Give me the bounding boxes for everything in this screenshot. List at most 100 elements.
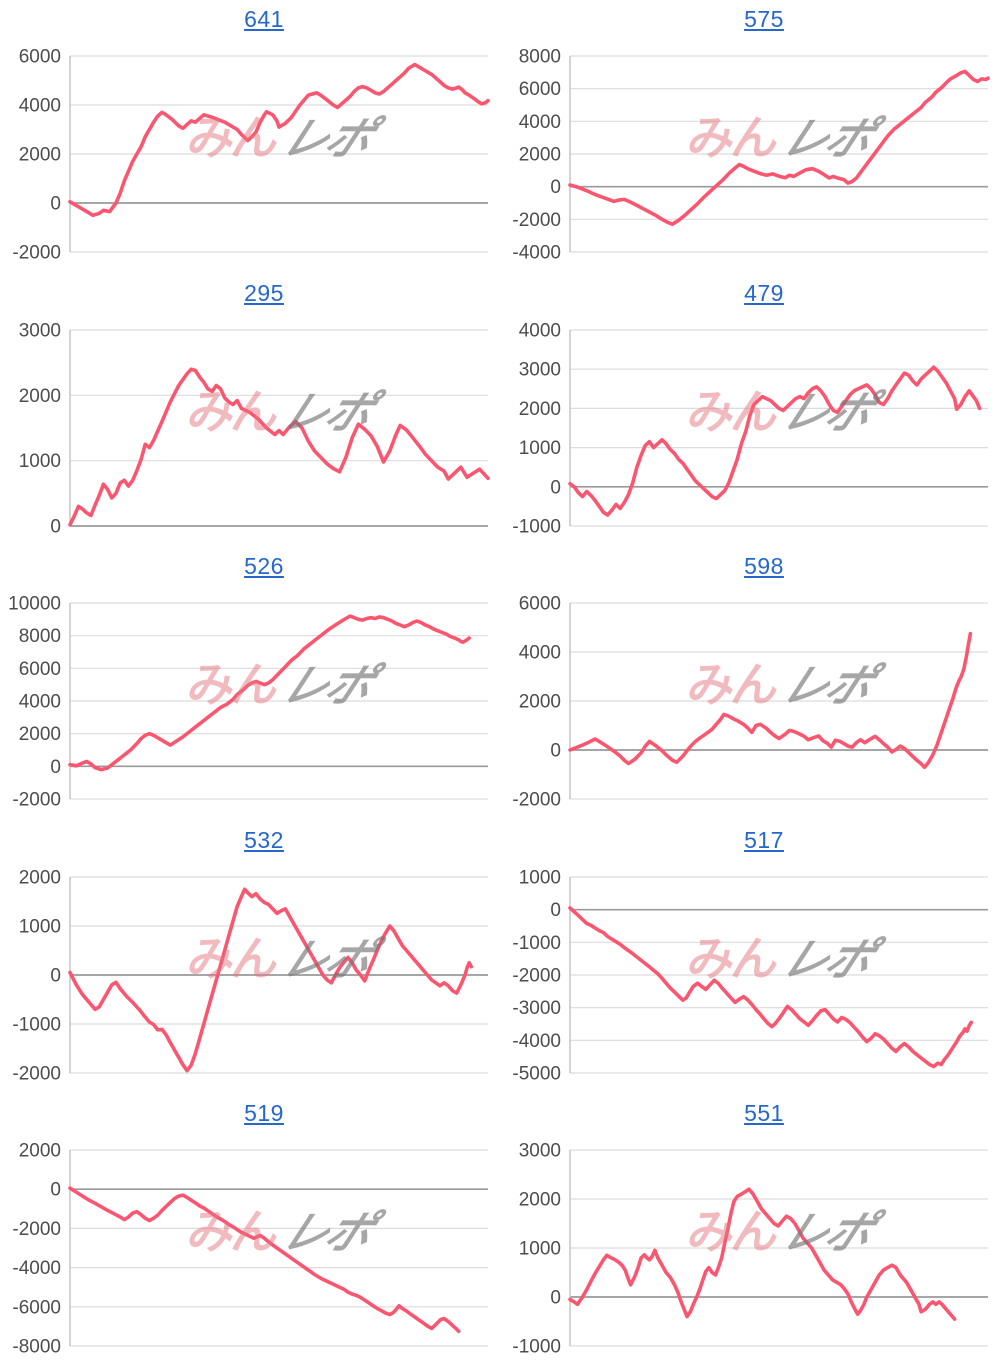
- chart-cell: 517 1000 0 -1000 -2000 -3000 -4000 -5000 みんレポ: [500, 821, 1000, 1095]
- svg-text:4000: 4000: [519, 643, 561, 664]
- svg-text:0: 0: [50, 965, 61, 986]
- svg-text:2000: 2000: [19, 145, 61, 166]
- chart-title-link[interactable]: 551: [744, 1100, 784, 1127]
- plot-area: 6000 4000 2000 0 -2000 みんレポ: [500, 593, 1000, 820]
- svg-text:0: 0: [50, 757, 61, 778]
- svg-text:0: 0: [550, 900, 561, 921]
- svg-text:-2000: -2000: [12, 790, 61, 810]
- chart-cell: 641 6000 4000 2000 0 -2000 みんレポ: [0, 0, 500, 274]
- chart-title-link[interactable]: 641: [244, 6, 284, 32]
- svg-text:-2000: -2000: [512, 965, 561, 986]
- svg-text:0: 0: [50, 194, 61, 215]
- svg-text:-6000: -6000: [12, 1298, 61, 1319]
- plot-area: 1000 0 -1000 -2000 -3000 -4000 -5000 みんレポ: [500, 867, 1000, 1094]
- chart-title-link[interactable]: 598: [744, 553, 784, 580]
- plot-area: 2000 0 -2000 -4000 -6000 -8000 みんレポ: [0, 1140, 500, 1367]
- svg-text:-2000: -2000: [12, 243, 61, 263]
- svg-text:3000: 3000: [519, 359, 561, 380]
- chart-title-row: 551: [500, 1094, 1000, 1140]
- svg-text:3000: 3000: [519, 1141, 561, 1162]
- svg-text:2000: 2000: [19, 1141, 61, 1162]
- svg-text:6000: 6000: [19, 47, 61, 68]
- chart-title-link[interactable]: 526: [244, 553, 284, 580]
- line-chart-svg: 6000 4000 2000 0 -2000: [512, 594, 988, 810]
- svg-text:8000: 8000: [19, 626, 61, 647]
- svg-text:2000: 2000: [19, 385, 61, 406]
- chart-title-row: 517: [500, 821, 1000, 867]
- svg-text:-5000: -5000: [512, 1063, 561, 1083]
- chart-title-link[interactable]: 532: [244, 826, 284, 853]
- svg-text:-4000: -4000: [512, 1031, 561, 1052]
- line-chart-svg: 8000 6000 4000 2000 0 -2000 -4000: [512, 47, 990, 263]
- svg-text:-4000: -4000: [12, 1258, 61, 1279]
- chart-title-link[interactable]: 517: [744, 826, 784, 853]
- line-chart-svg: 4000 3000 2000 1000 0 -1000: [512, 320, 988, 536]
- chart-cell: 526 10000 8000 6000 4000 2000 0 -2000 みんレポ: [0, 547, 500, 821]
- chart-cell: 575 8000 6000 4000 2000 0 -2000 -4000 みんレポ: [500, 0, 1000, 274]
- line-chart-svg: 10000 8000 6000 4000 2000 0 -2000: [8, 594, 488, 810]
- svg-text:-2000: -2000: [512, 210, 561, 231]
- chart-cell: 551 3000 2000 1000 0 -1000 みんレポ: [500, 1094, 1000, 1368]
- chart-title-link[interactable]: 575: [744, 6, 784, 32]
- svg-text:1000: 1000: [519, 867, 561, 888]
- chart-cell: 519 2000 0 -2000 -4000 -6000 -8000 みんレポ: [0, 1094, 500, 1368]
- svg-text:-1000: -1000: [512, 516, 561, 536]
- chart-title-row: 479: [500, 274, 1000, 320]
- svg-text:0: 0: [50, 516, 61, 536]
- chart-cell: 295 3000 2000 1000 0 みんレポ: [0, 274, 500, 548]
- chart-title-row: 598: [500, 547, 1000, 593]
- svg-text:1000: 1000: [519, 1239, 561, 1260]
- line-chart-svg: 2000 1000 0 -1000 -2000: [12, 867, 488, 1083]
- plot-area: 2000 1000 0 -1000 -2000 みんレポ: [0, 867, 500, 1094]
- svg-text:-1000: -1000: [12, 1014, 61, 1035]
- svg-text:1000: 1000: [519, 438, 561, 459]
- svg-text:2000: 2000: [519, 145, 561, 166]
- chart-title-link[interactable]: 479: [744, 279, 784, 306]
- svg-text:2000: 2000: [519, 692, 561, 713]
- svg-text:-1000: -1000: [512, 1337, 561, 1357]
- line-chart-svg: 3000 2000 1000 0: [19, 320, 490, 536]
- svg-text:2000: 2000: [519, 1190, 561, 1211]
- chart-title-row: 519: [0, 1094, 500, 1140]
- plot-area: 8000 6000 4000 2000 0 -2000 -4000 みんレポ: [500, 46, 1000, 273]
- chart-title-row: 295: [0, 274, 500, 320]
- svg-text:2000: 2000: [19, 867, 61, 888]
- svg-text:4000: 4000: [19, 96, 61, 117]
- plot-area: 4000 3000 2000 1000 0 -1000 みんレポ: [500, 320, 1000, 547]
- line-chart-svg: 3000 2000 1000 0 -1000: [512, 1141, 988, 1357]
- svg-text:6000: 6000: [519, 79, 561, 100]
- svg-text:-8000: -8000: [12, 1337, 61, 1357]
- chart-title-link[interactable]: 295: [244, 279, 284, 306]
- svg-text:-1000: -1000: [512, 933, 561, 954]
- chart-title-row: 526: [0, 547, 500, 593]
- svg-text:4000: 4000: [519, 112, 561, 133]
- svg-text:0: 0: [50, 1180, 61, 1201]
- svg-text:3000: 3000: [19, 320, 61, 341]
- svg-text:-2000: -2000: [512, 790, 561, 810]
- plot-area: 6000 4000 2000 0 -2000 みんレポ: [0, 46, 500, 273]
- line-chart-svg: 1000 0 -1000 -2000 -3000 -4000 -5000: [512, 867, 988, 1083]
- svg-text:4000: 4000: [19, 692, 61, 713]
- svg-text:6000: 6000: [19, 659, 61, 680]
- chart-cell: 532 2000 1000 0 -1000 -2000 みんレポ: [0, 821, 500, 1095]
- plot-area: 3000 2000 1000 0 -1000 みんレポ: [500, 1140, 1000, 1367]
- line-chart-svg: 2000 0 -2000 -4000 -6000 -8000: [12, 1141, 488, 1357]
- chart-cell: 598 6000 4000 2000 0 -2000 みんレポ: [500, 547, 1000, 821]
- svg-text:4000: 4000: [519, 320, 561, 341]
- svg-text:0: 0: [550, 1288, 561, 1309]
- svg-text:6000: 6000: [519, 594, 561, 615]
- svg-text:-2000: -2000: [12, 1219, 61, 1240]
- svg-text:-4000: -4000: [512, 243, 561, 263]
- chart-cell: 479 4000 3000 2000 1000 0 -1000 みんレポ: [500, 274, 1000, 548]
- line-chart-svg: 6000 4000 2000 0 -2000: [12, 47, 490, 263]
- chart-title-link[interactable]: 519: [244, 1100, 284, 1127]
- svg-text:1000: 1000: [19, 916, 61, 937]
- chart-title-row: 532: [0, 821, 500, 867]
- chart-title-row: 575: [500, 0, 1000, 46]
- plot-area: 3000 2000 1000 0 みんレポ: [0, 320, 500, 547]
- svg-text:-3000: -3000: [512, 998, 561, 1019]
- svg-text:8000: 8000: [519, 47, 561, 68]
- plot-area: 10000 8000 6000 4000 2000 0 -2000 みんレポ: [0, 593, 500, 820]
